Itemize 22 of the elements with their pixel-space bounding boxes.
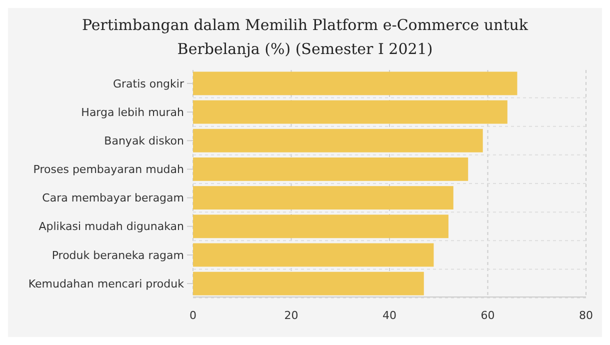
y-tick-label: Harga lebih murah (81, 106, 184, 119)
y-tick-label: Proses pembayaran mudah (33, 163, 184, 176)
chart-title: Pertimbangan dalam Memilih Platform e-Commerce untuk Berbelanja (%) (Semester I 2021) (82, 16, 529, 58)
y-tick-label: Aplikasi mudah digunakan (38, 220, 184, 234)
y-tick-label: Gratis ongkir (112, 77, 184, 90)
x-tick-label: 60 (480, 309, 495, 322)
bar (193, 157, 468, 181)
bar (193, 100, 508, 124)
y-tick-label: Produk beraneka ragam (52, 248, 184, 262)
bar (193, 214, 448, 238)
x-tick-label: 20 (284, 309, 298, 322)
bar (193, 72, 518, 96)
bar (193, 128, 483, 152)
x-tick-label: 40 (382, 309, 396, 322)
y-tick-label: Banyak diskon (104, 134, 184, 148)
x-tick-label: 0 (190, 309, 196, 322)
bar (193, 243, 434, 267)
bar (193, 272, 424, 296)
y-tick-label: Cara membayar beragam (42, 192, 184, 205)
y-tick-label: Kemudahan mencari produk (28, 277, 185, 290)
bar (193, 186, 454, 210)
x-tick-label: 80 (579, 309, 593, 322)
